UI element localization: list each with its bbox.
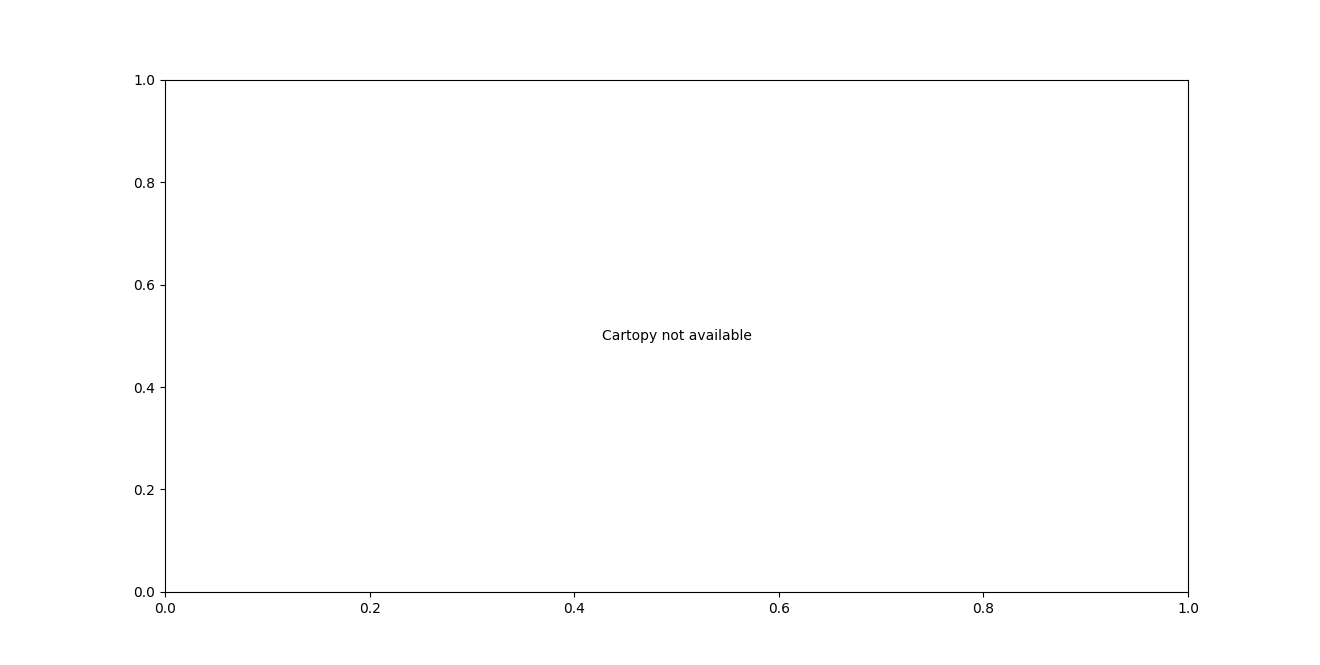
Text: Cartopy not available: Cartopy not available xyxy=(602,329,751,343)
